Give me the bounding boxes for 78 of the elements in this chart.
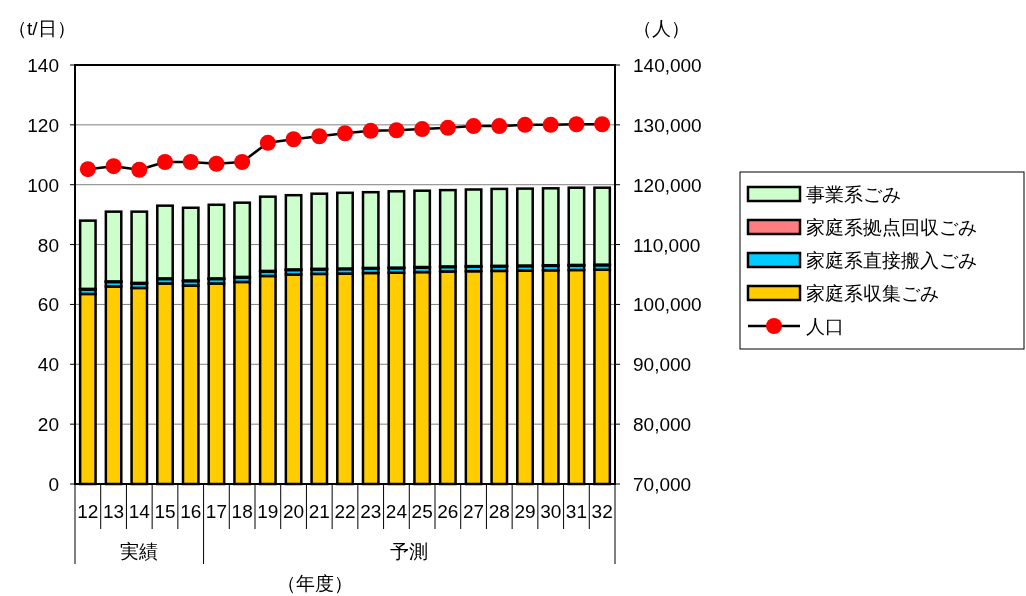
x-tick-label: 17 [205,501,227,522]
point [79,161,96,178]
point [105,158,122,175]
x-tick-label: 26 [437,501,459,522]
x-tick-label: 27 [463,501,485,522]
x-tick-label: 18 [231,501,253,522]
point [234,153,251,170]
x-axis-title: （年度） [277,573,353,594]
x-tick-label: 20 [283,501,305,522]
y-tick-label: 20 [37,414,59,436]
x-tick-label: 16 [180,501,202,522]
x-tick-label: 24 [385,501,408,522]
point [542,116,559,133]
y2-tick-label: 140,000 [633,55,702,76]
point [157,153,173,170]
x-tick-label: 15 [154,501,176,522]
y2-tick-label: 80,000 [633,414,692,436]
y-tick-label: 140 [27,55,59,76]
y-tick-label: 0 [48,474,59,495]
legend-label: 家庭系拠点回収ごみ [806,217,977,238]
point [594,116,611,133]
x-tick-label: 30 [540,501,562,522]
y2-tick-label: 130,000 [633,114,702,136]
y2-tick-label: 70,000 [633,474,692,495]
bar [258,195,277,273]
point [285,131,302,148]
point [208,155,225,172]
bar [413,189,432,269]
x-tick-label: 19 [257,501,279,522]
bar [361,190,380,270]
point [388,122,405,139]
x-tick-label: 21 [308,501,330,522]
point [414,121,431,138]
x-tick-label: 22 [334,501,356,522]
x-tick-label: 23 [360,501,382,522]
x-tick-label: 12 [77,501,99,522]
point [259,134,276,151]
point [491,118,508,135]
y2-tick-label: 120,000 [633,174,702,196]
y-tick-label: 60 [37,294,59,316]
point [131,161,148,178]
x-tick-label: 25 [411,501,433,522]
point [568,116,585,133]
point [465,118,482,135]
bar [130,210,149,285]
point [337,125,353,142]
x-tick-label: 14 [128,501,151,522]
text: 実績 [120,541,159,562]
bar [464,188,483,268]
bar [78,219,97,291]
y2-tick-label: 110,000 [633,234,701,256]
text: 予測 [390,541,429,562]
point [311,128,328,145]
bar [490,187,509,268]
x-tick-label: 32 [591,501,613,522]
x-tick-label: 28 [488,501,510,522]
y-tick-label: 40 [37,354,59,376]
x-tick-label: 31 [565,501,587,522]
y2-tick-label: 100,000 [633,294,702,316]
legend-label: 人口 [806,316,844,337]
x-tick-label: 13 [103,501,125,522]
y-axis-title: （t/日） [8,18,76,39]
x-tick-label: 29 [514,501,536,522]
point [182,153,199,170]
legend-label: 家庭系収集ごみ [806,283,939,304]
bar [567,186,586,267]
y2-axis-title: （人） [633,18,690,39]
bar [310,192,329,271]
legend-label: 事業系ごみ [806,184,901,205]
point [362,122,379,139]
y2-tick-label: 90,000 [633,354,692,376]
point [517,116,533,133]
point [439,119,456,136]
bar [233,201,252,279]
y-tick-label: 120 [27,114,59,136]
y-tick-label: 100 [27,174,59,196]
y-tick-label: 80 [37,234,59,256]
legend-label: 家庭系直接搬入ごみ [806,250,977,271]
